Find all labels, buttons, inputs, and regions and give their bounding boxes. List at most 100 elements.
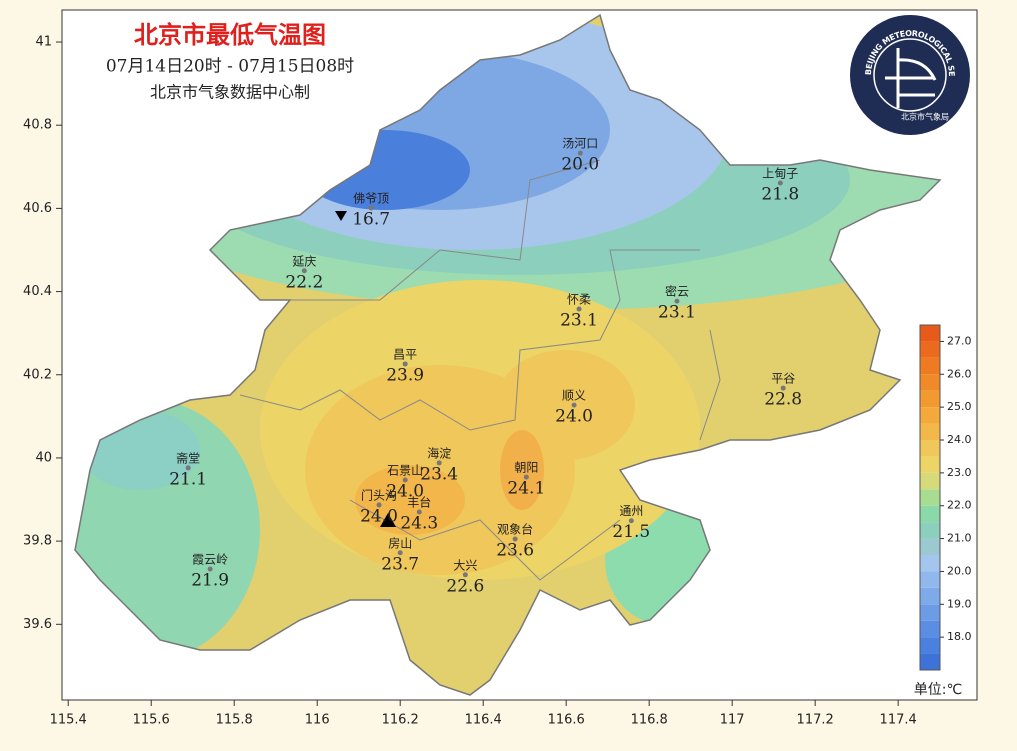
colorbar-band	[920, 587, 940, 605]
unit-label: 单位:℃	[914, 682, 962, 698]
station-dot	[577, 150, 583, 156]
colorbar-tick-label: 20.0	[947, 564, 972, 577]
station-name: 昌平	[393, 347, 417, 361]
station-dot	[777, 180, 783, 186]
station-name: 霞云岭	[192, 552, 228, 566]
station-dot	[628, 518, 634, 524]
station-temp: 23.6	[496, 541, 534, 561]
station-name: 朝阳	[514, 461, 538, 475]
y-tick-label: 40.2	[23, 367, 52, 382]
colorbar-band	[920, 620, 940, 638]
station-name: 海淀	[427, 445, 451, 460]
colorbar-band	[920, 357, 940, 375]
station-dot	[368, 205, 374, 211]
station-name: 丰台	[407, 495, 431, 510]
x-tick-label: 116.6	[548, 713, 585, 728]
y-tick-label: 40.8	[23, 118, 52, 133]
station-name: 大兴	[453, 558, 477, 572]
station-dot	[780, 385, 786, 391]
logo-ring	[873, 38, 947, 112]
station-dot	[397, 550, 403, 556]
x-tick-label: 116.2	[382, 713, 419, 728]
station-temp: 24.0	[360, 506, 398, 526]
station-name: 房山	[388, 535, 412, 550]
colorbar-band	[920, 522, 940, 539]
station-dot	[462, 572, 468, 578]
station-temp: 22.8	[764, 390, 802, 410]
station-name: 门头沟	[361, 487, 397, 502]
station-name: 斋堂	[176, 450, 200, 465]
boundary	[74, 13, 942, 696]
district-lines	[239, 159, 721, 581]
y-tick-label: 41	[35, 35, 52, 50]
station-name: 延庆	[292, 254, 316, 268]
station-temp: 21.5	[612, 522, 650, 542]
station-temp: 23.7	[381, 554, 419, 574]
station-dot	[674, 298, 680, 304]
station-dot	[376, 502, 382, 508]
logo-name: 北京市气象局	[901, 112, 949, 122]
x-tick-label: 116.8	[631, 713, 668, 728]
station-temp: 21.9	[191, 570, 229, 590]
y-tick-label: 40.6	[23, 201, 52, 216]
station-temp: 23.1	[560, 311, 598, 331]
x-tick-label: 117.2	[797, 713, 834, 728]
station-name: 通州	[619, 504, 643, 518]
logo-emblem	[885, 48, 937, 108]
colorbar-tick-label: 25.0	[947, 400, 972, 413]
y-tick-label: 39.8	[23, 534, 52, 549]
colorbar-band	[920, 505, 940, 523]
station-dot	[185, 465, 191, 471]
period: 07月14日20时 - 07月15日08时	[106, 57, 354, 77]
colorbar-band	[920, 555, 940, 572]
producer: 北京市气象数据中心制	[150, 83, 310, 102]
station-temp: 24.1	[507, 479, 545, 499]
station-temp: 24.0	[555, 407, 593, 427]
station-dot	[436, 460, 442, 466]
colorbar-band	[920, 456, 940, 473]
station-temp: 24.3	[400, 514, 438, 534]
station-dot	[402, 361, 408, 367]
station-temp: 22.6	[446, 576, 484, 596]
y-tick-label: 39.6	[23, 617, 52, 632]
map-title: 北京市最低气温图	[134, 21, 326, 49]
x-tick-label: 117.4	[880, 713, 917, 728]
colorbar-tick-label: 23.0	[947, 466, 972, 479]
colorbar-tick-label: 21.0	[947, 532, 972, 545]
y-tick-label: 40.4	[23, 284, 52, 299]
max-marker	[380, 513, 396, 527]
station-name: 观象台	[497, 522, 533, 537]
colorbar-tick-label: 27.0	[947, 334, 972, 347]
colorbar-band	[920, 423, 940, 440]
station-temp: 21.8	[761, 185, 799, 205]
x-tick-label: 115.6	[133, 713, 170, 728]
logo-disc	[850, 15, 970, 135]
colorbar-band	[920, 538, 940, 555]
colorbar-band	[920, 440, 940, 457]
colorbar-band	[920, 374, 940, 391]
colorbar-tick-label: 19.0	[947, 597, 972, 610]
station-temp: 21.1	[169, 469, 207, 489]
station-name: 怀柔	[567, 293, 591, 307]
x-tick-label: 116	[305, 713, 330, 728]
station-temp: 23.9	[386, 365, 424, 385]
colorbar-band	[920, 653, 940, 670]
colorbar-band	[920, 472, 940, 490]
station-temp: 23.1	[658, 303, 696, 323]
station-dot	[523, 474, 529, 480]
station-dot	[576, 306, 582, 312]
y-tick-label: 40	[35, 450, 52, 465]
station-temp: 20.0	[561, 155, 599, 175]
colorbar-band	[920, 407, 940, 424]
colorbar-band	[920, 637, 940, 654]
x-tick-label: 117	[720, 713, 745, 728]
station-dot	[512, 536, 518, 542]
x-tick-label: 116.4	[465, 713, 502, 728]
station-name: 上甸子	[762, 167, 798, 181]
station-temp: 16.7	[352, 209, 390, 229]
station-name: 佛爷顶	[353, 191, 389, 205]
colorbar-tick-label: 22.0	[947, 499, 972, 512]
colorbar-band	[920, 341, 940, 358]
station-temp: 22.2	[285, 272, 323, 292]
